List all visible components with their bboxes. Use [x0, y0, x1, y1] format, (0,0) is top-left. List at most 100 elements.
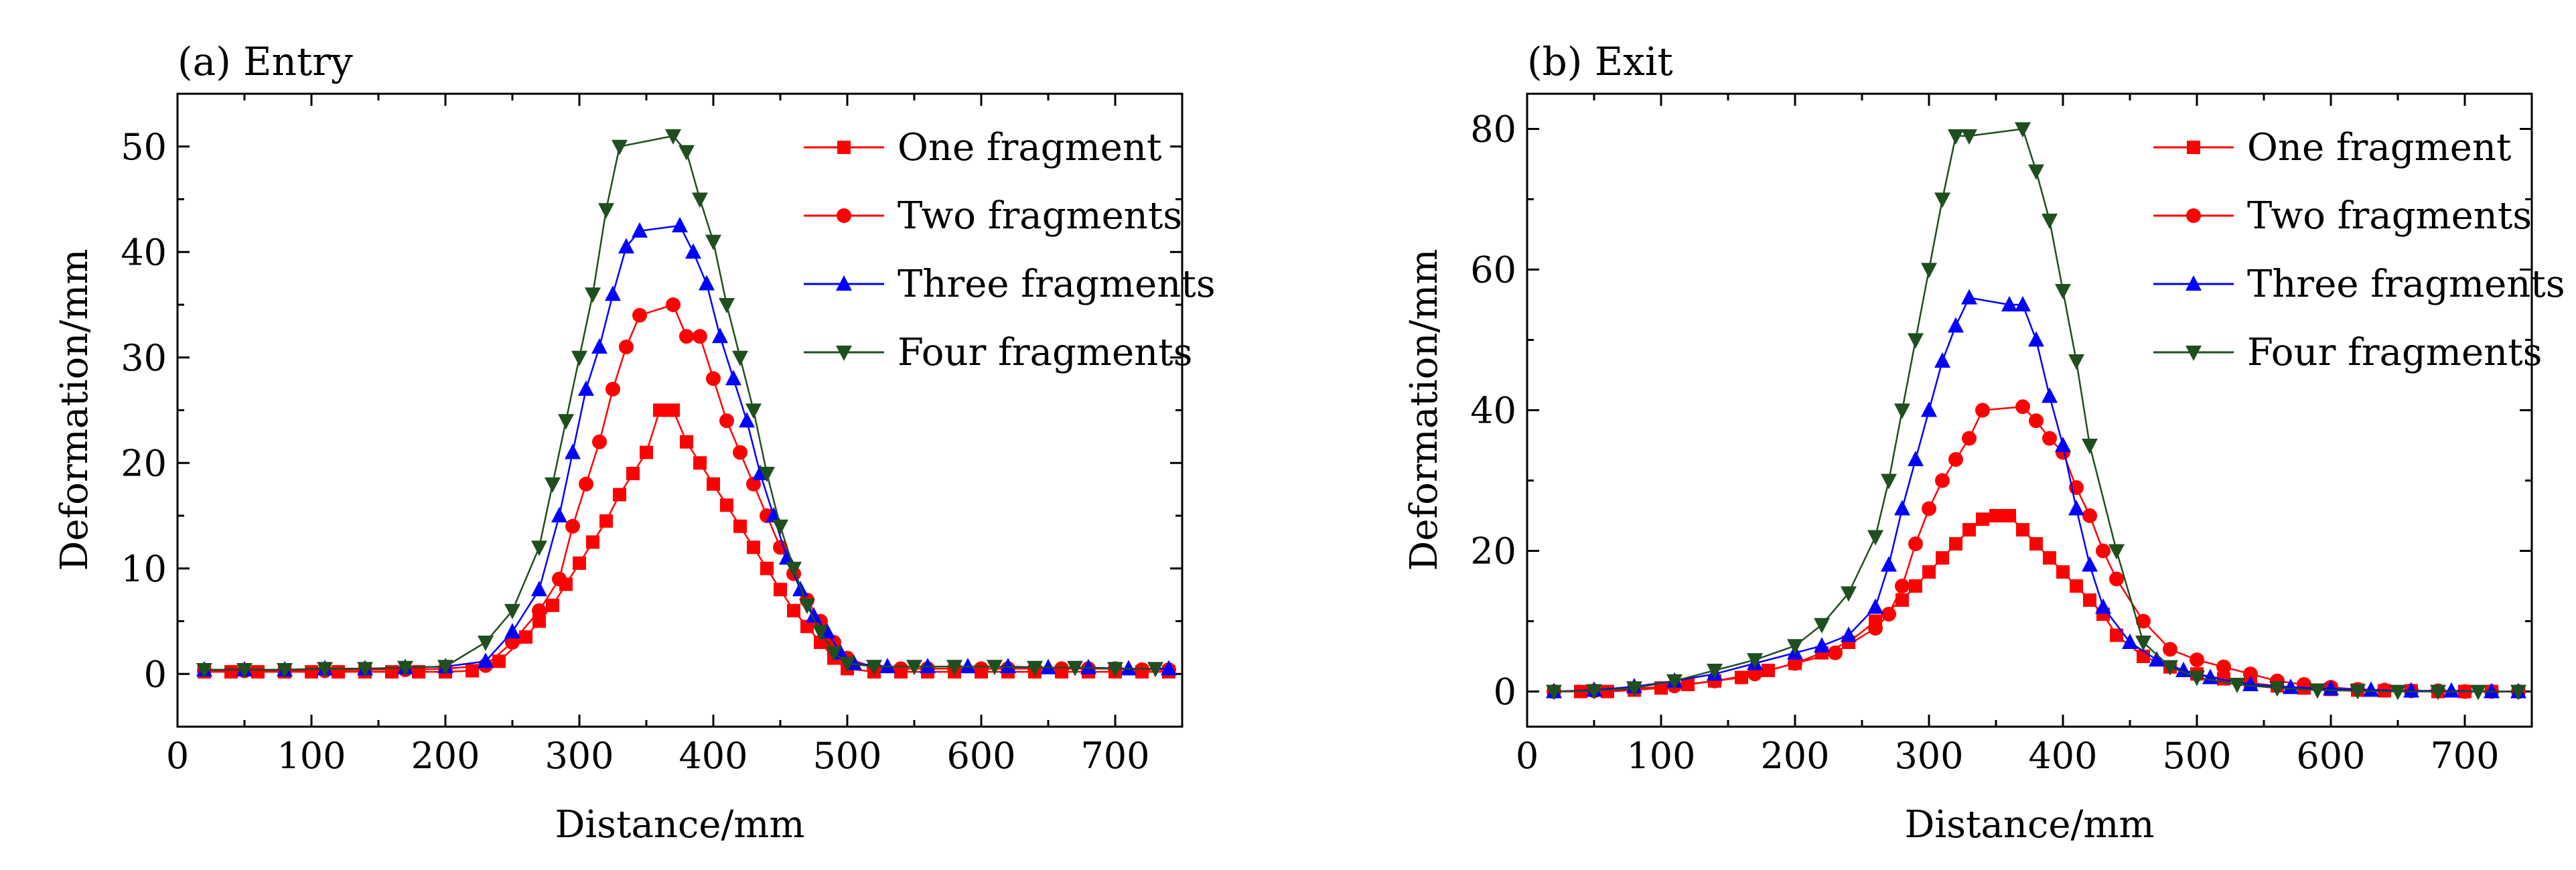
data-point: [760, 561, 774, 575]
data-point: [605, 382, 620, 396]
data-point: [1107, 662, 1123, 678]
x-tick-label: 100: [277, 735, 346, 777]
data-point: [1908, 536, 1923, 551]
data-point: [1027, 660, 1043, 676]
x-axis-label: Distance/mm: [555, 803, 804, 847]
data-point: [719, 298, 735, 313]
panel-entry: (a) Entry Distance/mm Deformation/mm 0 10…: [53, 39, 1216, 847]
legend-item: Four fragments: [2153, 331, 2542, 374]
data-point: [546, 598, 559, 612]
x-tick-label: 700: [2430, 735, 2499, 777]
data-point: [2083, 593, 2096, 607]
data-point: [2110, 628, 2123, 642]
data-point: [1934, 192, 1950, 208]
legend-item: Four fragments: [804, 331, 1192, 374]
data-point: [1894, 500, 1910, 516]
data-point: [519, 630, 532, 644]
data-point: [946, 660, 962, 676]
data-point: [1949, 537, 1962, 551]
data-point: [632, 307, 647, 323]
data-point: [1934, 352, 1950, 368]
data-point: [1867, 598, 1883, 614]
data-point: [397, 660, 413, 676]
data-point: [2055, 284, 2071, 299]
x-tick-label: 0: [1516, 735, 1539, 777]
data-point: [678, 145, 695, 161]
series-triangle-down: [196, 129, 1163, 678]
data-point: [2163, 642, 2177, 657]
data-point: [573, 556, 586, 570]
data-point: [2068, 500, 2084, 516]
data-point: [317, 662, 333, 678]
data-point: [680, 435, 693, 449]
data-point: [987, 660, 1003, 676]
data-point: [705, 234, 721, 250]
data-point: [2484, 682, 2500, 699]
data-point: [693, 456, 707, 470]
data-point: [685, 243, 701, 259]
data-point: [618, 238, 634, 254]
data-point: [2309, 683, 2325, 699]
data-point: [1814, 637, 1830, 653]
series-line: [204, 409, 1169, 673]
data-point: [1962, 431, 1977, 446]
data-point: [2269, 681, 2285, 697]
data-point: [692, 192, 708, 208]
data-point: [605, 285, 621, 301]
data-point: [1975, 403, 1990, 418]
data-point: [2029, 537, 2043, 551]
data-point: [799, 598, 815, 614]
legend-item: One fragment: [804, 126, 1162, 169]
data-point: [357, 662, 373, 678]
x-tick-label: 200: [1760, 735, 1829, 777]
data-point: [720, 498, 733, 512]
data-point: [1814, 618, 1830, 634]
data-point: [1735, 670, 1748, 684]
data-point: [719, 413, 734, 429]
data-point: [2096, 543, 2110, 559]
data-point: [2070, 579, 2083, 593]
data-point: [1989, 509, 2003, 522]
data-point: [2243, 666, 2258, 682]
data-point: [565, 518, 580, 534]
data-point: [1841, 626, 1857, 642]
y-tick-label: 60: [1470, 249, 1516, 291]
data-point: [571, 350, 587, 366]
data-point: [2149, 651, 2165, 667]
y-tick-label: 0: [144, 653, 167, 695]
data-point: [774, 583, 787, 597]
legend-marker: [837, 208, 851, 223]
x-tick-label: 600: [946, 735, 1015, 777]
data-point: [1948, 452, 1963, 467]
data-point: [1936, 551, 1949, 565]
data-point: [619, 340, 634, 354]
y-tick-label: 40: [121, 231, 167, 273]
data-point: [1000, 658, 1016, 674]
data-point: [578, 380, 594, 396]
data-point: [707, 477, 720, 491]
data-point: [2242, 676, 2259, 691]
y-tick-label: 30: [121, 337, 167, 379]
data-point: [2082, 508, 2097, 523]
data-point: [2122, 634, 2138, 649]
data-point: [277, 662, 293, 678]
series-triangle-down: [1546, 122, 2526, 701]
data-point: [613, 488, 626, 502]
data-point: [2443, 682, 2459, 698]
data-point: [2028, 331, 2044, 347]
data-point: [2028, 164, 2044, 180]
data-point: [504, 623, 520, 639]
data-point: [2109, 571, 2124, 587]
data-point: [1054, 661, 1069, 676]
data-point: [478, 636, 494, 651]
data-point: [1948, 317, 1964, 333]
data-point: [1546, 684, 1562, 701]
y-tick-label: 20: [121, 442, 167, 484]
data-point: [679, 329, 694, 344]
y-tick-label: 10: [121, 548, 167, 590]
legend-item: One fragment: [2153, 126, 2512, 169]
data-point: [1909, 579, 1922, 593]
data-point: [1922, 565, 1936, 579]
data-point: [665, 129, 681, 145]
